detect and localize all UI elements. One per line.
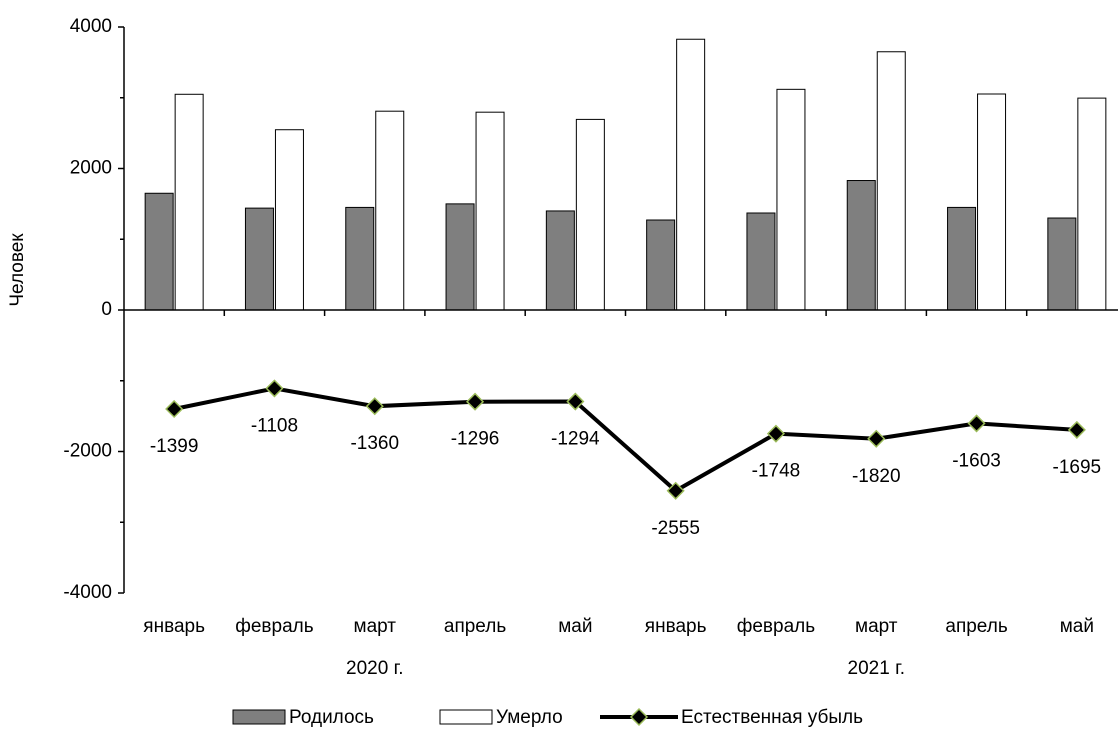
x-tick-label: февраль — [235, 616, 314, 637]
y-tick-label: 0 — [101, 299, 112, 320]
bar — [646, 219, 676, 311]
data-label: -1108 — [251, 415, 298, 436]
data-label: -1695 — [1053, 457, 1102, 478]
bar — [977, 93, 1007, 311]
marker — [1067, 420, 1086, 439]
data-label: -1296 — [451, 429, 500, 450]
data-label: -2555 — [651, 518, 700, 539]
bar — [445, 203, 475, 311]
marker — [265, 379, 284, 398]
legend-label: Естественная убыль — [681, 707, 863, 728]
y-tick-label: -4000 — [63, 582, 112, 603]
marker — [365, 397, 384, 416]
bar — [174, 93, 204, 311]
group-label: 2020 г. — [346, 658, 403, 679]
x-tick-label: май — [1060, 616, 1094, 637]
marker — [766, 424, 786, 443]
x-tick-label: май — [558, 616, 592, 637]
y-tick-label: 2000 — [70, 158, 112, 179]
bar — [545, 210, 575, 311]
group-label: 2021 г. — [848, 658, 905, 679]
legend-label: Умерло — [496, 707, 563, 728]
bar — [345, 206, 375, 311]
bar — [846, 180, 876, 311]
x-tick-label: январь — [645, 616, 707, 637]
bar — [244, 207, 274, 311]
bar — [876, 51, 906, 311]
x-tick-label: февраль — [737, 616, 816, 637]
line — [173, 386, 1077, 494]
legend-label: Родилось — [289, 707, 374, 728]
marker — [465, 392, 485, 411]
bar — [746, 212, 776, 311]
marker — [666, 481, 685, 500]
marker — [967, 414, 986, 433]
data-label: -1360 — [350, 433, 399, 454]
bar — [475, 111, 505, 311]
legend-swatch — [439, 709, 493, 725]
x-tick-label: январь — [143, 616, 205, 637]
bar — [575, 118, 605, 311]
bar — [676, 38, 706, 311]
x-tick-label: март — [855, 616, 898, 637]
bar — [1077, 97, 1107, 311]
bar — [776, 88, 806, 311]
data-label: -1820 — [852, 466, 901, 487]
x-tick-label: апрель — [945, 616, 1007, 637]
legend-marker — [629, 707, 649, 727]
marker — [165, 399, 184, 419]
y-tick-label: -2000 — [63, 441, 112, 462]
bar — [947, 206, 977, 311]
bar — [375, 110, 405, 311]
y-axis-label: Человек — [7, 233, 28, 307]
data-label: -1399 — [150, 436, 199, 457]
bar — [144, 192, 174, 311]
bar — [1047, 217, 1077, 311]
marker — [566, 392, 585, 411]
bar — [274, 129, 304, 311]
x-tick-label: март — [354, 616, 397, 637]
data-label: -1603 — [952, 450, 1001, 471]
data-label: -1748 — [752, 461, 801, 482]
data-label: -1294 — [551, 429, 600, 450]
x-tick-label: апрель — [444, 616, 506, 637]
marker — [867, 429, 886, 448]
legend-swatch — [232, 709, 286, 725]
y-tick-label: 4000 — [70, 16, 112, 37]
